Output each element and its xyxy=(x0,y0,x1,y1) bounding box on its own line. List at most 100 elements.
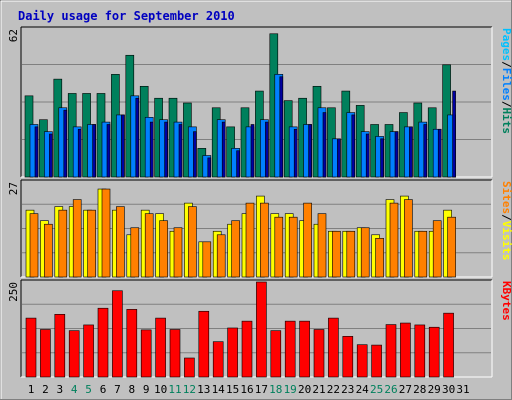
bar-sites xyxy=(87,209,96,278)
bar-kbytes xyxy=(25,317,37,378)
bar-sites xyxy=(332,230,341,278)
bar-pages xyxy=(394,131,399,178)
bar-pages xyxy=(193,131,197,178)
bar-pages xyxy=(322,112,327,178)
bar-sites xyxy=(58,209,68,278)
x-tick-label: 23 xyxy=(341,383,354,396)
bar-pages xyxy=(250,124,255,178)
x-tick-label: 17 xyxy=(255,383,268,396)
panel-legend: Pages/Files/Hits xyxy=(500,28,512,134)
bar-kbytes xyxy=(414,324,426,378)
bar-sites xyxy=(130,227,140,278)
bar-pages xyxy=(106,124,111,178)
x-tick-label: 30 xyxy=(442,383,455,396)
bar-kbytes xyxy=(299,320,310,378)
bar-pages xyxy=(308,124,312,178)
bar-pages xyxy=(207,157,212,178)
bar-sites xyxy=(116,206,125,278)
bar-pages xyxy=(34,126,39,178)
bar-kbytes xyxy=(256,281,267,378)
bar-pages xyxy=(423,124,428,178)
legend-entry: Visits xyxy=(500,221,512,261)
bar-kbytes xyxy=(54,313,66,378)
bar-pages xyxy=(279,76,284,178)
bar-pages xyxy=(409,126,413,178)
bar-sites xyxy=(375,237,384,278)
bar-sites xyxy=(202,241,212,278)
bar-pages xyxy=(293,128,298,178)
bar-sites xyxy=(245,202,255,278)
bar-pages xyxy=(437,128,442,178)
bar-sites xyxy=(188,206,197,278)
bar-pages xyxy=(351,114,356,178)
bar-kbytes xyxy=(68,330,80,378)
bar-pages xyxy=(452,90,456,178)
bar-sites xyxy=(303,202,312,278)
legend-entry: / xyxy=(500,214,512,221)
bar-kbytes xyxy=(385,324,397,378)
bar-sites xyxy=(29,213,39,278)
bar-pages xyxy=(337,138,341,178)
x-tick-label: 16 xyxy=(240,383,253,396)
bar-sites xyxy=(346,230,356,278)
bar-kbytes xyxy=(155,317,166,378)
bar-kbytes xyxy=(428,326,440,378)
bar-sites xyxy=(231,220,240,278)
bar-kbytes xyxy=(356,344,368,378)
bar-pages xyxy=(236,150,240,178)
bar-sites xyxy=(447,216,456,278)
panel-max-label: 250 xyxy=(7,282,20,302)
bar-kbytes xyxy=(97,307,109,378)
x-tick-label: 29 xyxy=(428,383,441,396)
bar-kbytes xyxy=(284,320,296,378)
x-tick-label: 11 xyxy=(168,383,181,396)
legend-entry: Files xyxy=(500,68,512,101)
x-tick-label: 1 xyxy=(28,383,35,396)
x-tick-label: 20 xyxy=(298,383,311,396)
bar-sites xyxy=(144,213,154,278)
panel-hits_files_pages: 62 Pages/Files/Hits xyxy=(7,26,512,178)
x-tick-label: 12 xyxy=(183,383,196,396)
bar-kbytes xyxy=(241,320,253,378)
bar-pages xyxy=(63,109,68,178)
bar-sites xyxy=(360,227,370,278)
panel-visits_sites: 27 Sites/Visits xyxy=(7,179,512,278)
bar-pages xyxy=(178,124,183,178)
bar-sites xyxy=(260,202,269,278)
bar-kbytes xyxy=(112,290,123,378)
x-tick-label: 8 xyxy=(128,383,135,396)
x-tick-label: 27 xyxy=(399,383,412,396)
bar-sites xyxy=(173,227,183,278)
bar-kbytes xyxy=(342,336,354,378)
bar-kbytes xyxy=(169,329,181,378)
legend-entry: Sites xyxy=(500,181,512,214)
bar-pages xyxy=(265,121,269,178)
x-tick-label: 6 xyxy=(100,383,107,396)
legend-entry: Pages xyxy=(500,28,512,61)
x-tick-label: 7 xyxy=(114,383,121,396)
bar-sites xyxy=(44,223,53,278)
x-tick-label: 3 xyxy=(56,383,63,396)
chart-title: Daily usage for September 2010 xyxy=(18,9,235,23)
legend-entry: / xyxy=(500,101,512,108)
bar-kbytes xyxy=(227,327,238,378)
x-tick-label: 9 xyxy=(143,383,150,396)
bar-sites xyxy=(216,234,226,278)
bar-sites xyxy=(159,220,168,278)
bar-sites xyxy=(432,220,442,278)
bar-kbytes xyxy=(371,344,382,378)
bar-kbytes xyxy=(443,312,454,378)
bar-pages xyxy=(121,114,125,178)
x-tick-label: 21 xyxy=(312,383,325,396)
bar-pages xyxy=(380,138,384,178)
bar-pages xyxy=(164,121,168,178)
x-tick-label: 14 xyxy=(212,383,226,396)
x-tick-label: 25 xyxy=(370,383,383,396)
panel-legend: Sites/Visits xyxy=(500,181,512,261)
x-tick-label: 22 xyxy=(327,383,340,396)
x-tick-label: 28 xyxy=(413,383,426,396)
x-tick-label: 10 xyxy=(154,383,167,396)
bar-pages xyxy=(135,97,140,178)
bar-kbytes xyxy=(184,357,195,378)
